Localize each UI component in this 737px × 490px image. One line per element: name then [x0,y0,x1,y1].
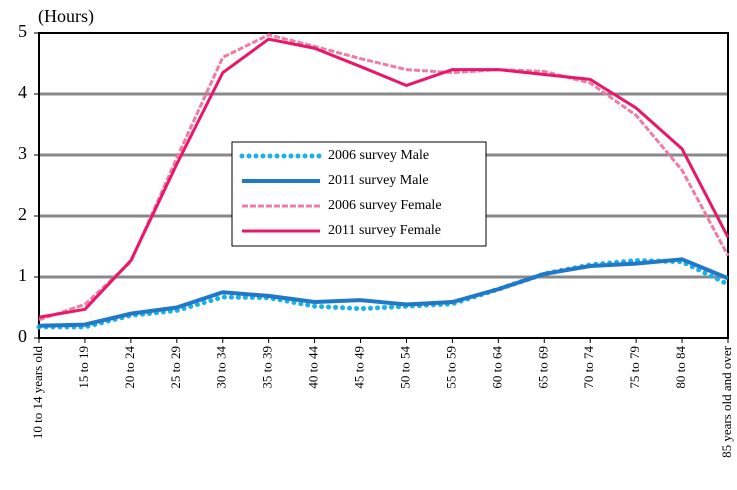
x-tick-label: 20 to 24 [122,346,137,389]
legend-label: 2011 survey Female [328,223,441,238]
x-tick-label: 15 to 19 [76,346,91,389]
y-tick-label: 1 [18,265,27,285]
x-tick-label: 85 years old and over [719,345,734,458]
y-tick-label: 3 [18,143,27,163]
y-tick-label: 5 [18,21,27,41]
series-line [38,257,729,328]
legend-label: 2011 survey Male [328,173,429,188]
x-tick-label: 65 to 69 [535,346,550,389]
x-tick-label: 80 to 84 [673,346,688,389]
y-tick-label: 0 [18,326,27,346]
x-tick-label: 45 to 49 [352,346,367,389]
y-tick-label: 4 [18,82,27,102]
x-tick-label: 75 to 79 [627,346,642,389]
legend-box [231,141,487,247]
series-line [38,37,730,319]
y-tick-label: 2 [18,204,27,224]
legend-label: 2006 survey Female [328,198,442,213]
x-tick-label: 10 to 14 years old [30,346,45,440]
legend-label: 2006 survey Male [328,148,429,163]
x-tick-label: 30 to 34 [214,346,229,389]
x-tick-label: 25 to 29 [168,346,183,389]
x-tick-label: 35 to 39 [260,346,275,389]
series-line [36,258,731,330]
y-axis-label: (Hours) [38,6,94,27]
x-tick-label: 50 to 54 [397,346,412,389]
x-tick-label: 70 to 74 [581,346,596,389]
x-tick-label: 55 to 59 [443,346,458,389]
x-tick-label: 40 to 44 [306,346,321,389]
x-tick-label: 60 to 64 [489,346,504,389]
plot-border [38,32,729,339]
series-line [38,33,730,322]
